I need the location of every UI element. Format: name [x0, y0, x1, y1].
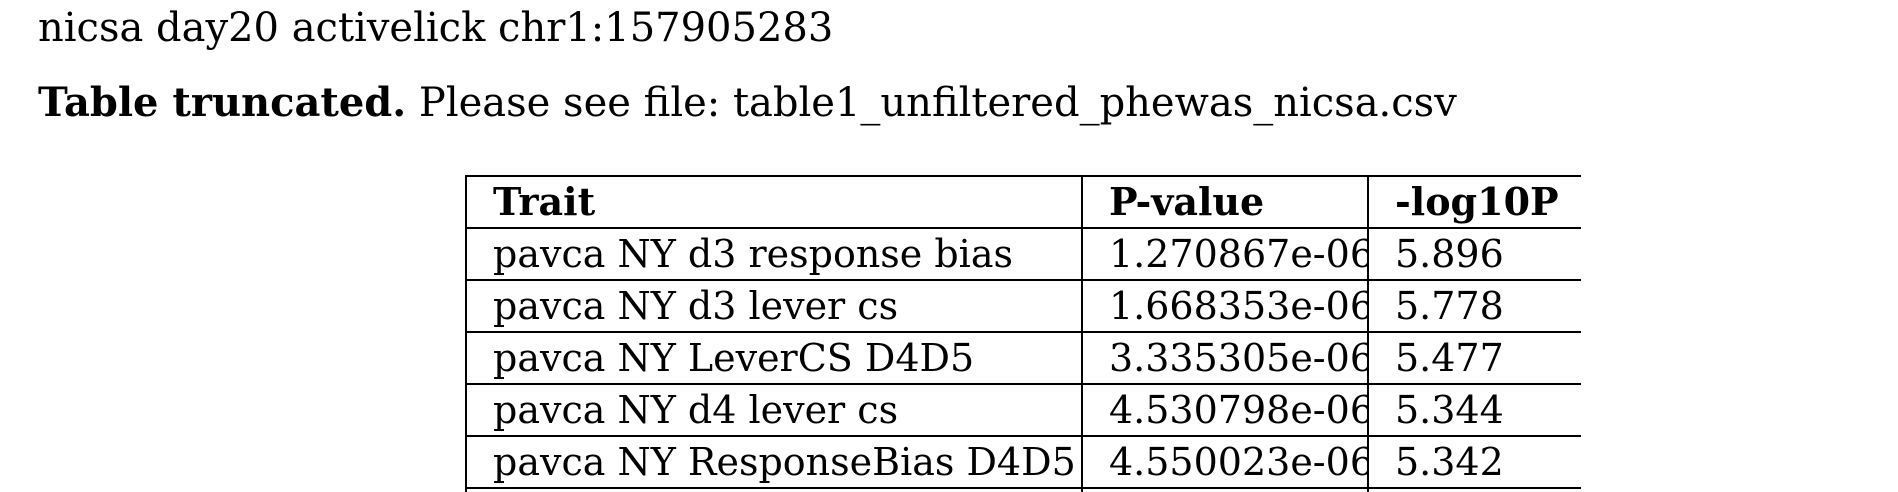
- truncation-notice: Table truncated. Please see file: table1…: [38, 79, 1457, 127]
- cell-trait: [465, 487, 1083, 492]
- cell-p-value: 3.335305e-06: [1081, 331, 1369, 384]
- table-header-row: Trait P-value -log10P: [465, 175, 1581, 228]
- table-row: pavca NY LeverCS D4D5 3.335305e-06 5.477: [465, 331, 1581, 384]
- cell-p-value: [1081, 487, 1369, 492]
- table-row-truncated: [465, 487, 1581, 492]
- cell-p-value: 4.550023e-06: [1081, 435, 1369, 488]
- cell-log10p: 5.344: [1367, 383, 1581, 436]
- cell-p-value: 4.530798e-06: [1081, 383, 1369, 436]
- column-header-p-value: P-value: [1081, 175, 1369, 228]
- cell-log10p: 5.477: [1367, 331, 1581, 384]
- truncation-notice-label: Table truncated.: [38, 79, 407, 126]
- document-title: nicsa day20 activelick chr1:157905283: [38, 5, 834, 51]
- cell-trait: pavca NY d4 lever cs: [465, 383, 1083, 436]
- cell-p-value: 1.668353e-06: [1081, 279, 1369, 332]
- cell-log10p: 5.896: [1367, 227, 1581, 280]
- table-row: pavca NY d4 lever cs 4.530798e-06 5.344: [465, 383, 1581, 436]
- cell-log10p: 5.342: [1367, 435, 1581, 488]
- cell-p-value: 1.270867e-06: [1081, 227, 1369, 280]
- results-table: Trait P-value -log10P pavca NY d3 respon…: [465, 175, 1581, 492]
- table-row: pavca NY ResponseBias D4D5 4.550023e-06 …: [465, 435, 1581, 488]
- cell-log10p: 5.778: [1367, 279, 1581, 332]
- truncation-notice-text: Please see file: table1_unfiltered_phewa…: [406, 80, 1457, 126]
- cell-trait: pavca NY d3 lever cs: [465, 279, 1083, 332]
- table-row: pavca NY d3 lever cs 1.668353e-06 5.778: [465, 279, 1581, 332]
- cell-trait: pavca NY LeverCS D4D5: [465, 331, 1083, 384]
- cell-log10p: [1367, 487, 1581, 492]
- cell-trait: pavca NY ResponseBias D4D5: [465, 435, 1083, 488]
- cell-trait: pavca NY d3 response bias: [465, 227, 1083, 280]
- results-table-container: Trait P-value -log10P pavca NY d3 respon…: [465, 175, 1581, 492]
- column-header-trait: Trait: [465, 175, 1083, 228]
- table-row: pavca NY d3 response bias 1.270867e-06 5…: [465, 227, 1581, 280]
- column-header-log10p: -log10P: [1367, 175, 1581, 228]
